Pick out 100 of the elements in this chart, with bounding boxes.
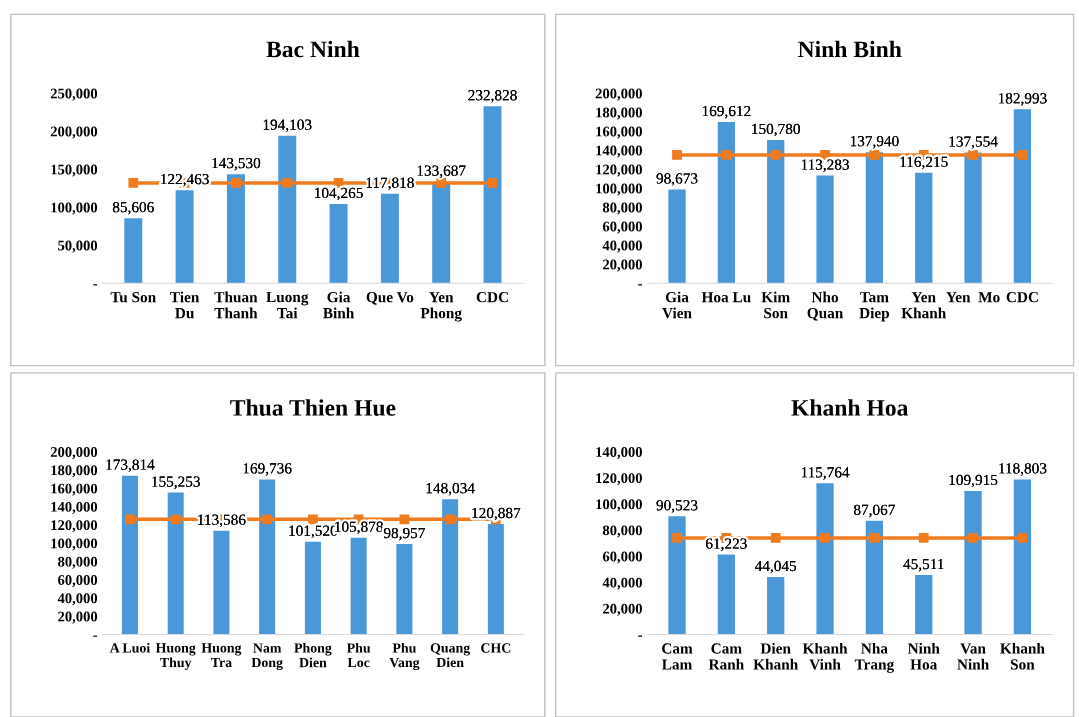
y-tick-label: 80,000: [58, 556, 98, 569]
y-tick-label: 140,000: [596, 145, 642, 158]
y-tick-label: 160,000: [596, 126, 642, 139]
x-tick-label: Yen Mo: [946, 292, 1000, 303]
x-tick-label: Dien Khanh: [753, 642, 798, 670]
data-label: 98,957: [383, 527, 425, 541]
chart-title: Bac Ninh: [266, 40, 360, 58]
data-label: 120,887: [472, 507, 521, 521]
y-tick-label: 60,000: [602, 221, 642, 234]
y-tick-label: 180,000: [596, 107, 642, 120]
data-label: 118,803: [999, 463, 1047, 476]
x-tick-label: Cam Ranh: [708, 643, 744, 670]
data-label: 137,554: [949, 136, 998, 149]
data-label: 194,103: [263, 119, 312, 133]
x-tick-label: Que Vo: [366, 292, 414, 305]
y-tick-label: 100,000: [596, 499, 642, 512]
y-tick-label: 200,000: [50, 126, 98, 139]
y-tick-label: 140,000: [51, 501, 98, 514]
x-tick-label: CHC: [481, 643, 511, 653]
y-tick-label: 40,000: [57, 593, 98, 606]
data-label: 137,940: [850, 135, 899, 149]
data-label: 182,993: [998, 93, 1047, 106]
x-tick-label: Yen Phong: [420, 292, 462, 322]
x-tick-label: Tam Diep: [859, 292, 890, 322]
y-tick-label: 80,000: [602, 525, 642, 538]
y-tick-label: 40,000: [602, 577, 642, 590]
data-label: 173,814: [106, 459, 155, 472]
data-label: 44,045: [754, 560, 797, 574]
x-tick-label: Luong Tai: [266, 292, 309, 319]
x-tick-label: Cam Lam: [661, 643, 693, 670]
y-tick-label: 120,000: [51, 520, 98, 533]
y-tick-label: 40,000: [602, 240, 642, 253]
data-label: 116,215: [900, 156, 948, 170]
data-label: 87,067: [853, 504, 895, 518]
y-tick-label: 200,000: [595, 88, 642, 101]
data-label: 148,034: [426, 483, 475, 496]
x-tick-label: Huong Thuy: [155, 643, 196, 671]
x-tick-label: Tu Son: [110, 292, 156, 303]
data-label: 169,736: [243, 463, 292, 476]
x-tick-label: Nam Dong: [251, 643, 283, 671]
y-tick-label: 20,000: [603, 259, 642, 272]
data-label: 109,915: [949, 474, 998, 488]
x-tick-label: Kim Son: [761, 291, 790, 319]
data-label: 155,253: [152, 476, 200, 489]
y-tick-label: 160,000: [51, 483, 98, 496]
data-label: 90,523: [656, 500, 698, 513]
x-tick-label: Gia Binh: [323, 291, 355, 319]
x-tick-label: A Luoi: [109, 642, 151, 653]
x-tick-label: Van Ninh: [957, 643, 989, 670]
chart-title: Thua Thien Hue: [230, 399, 396, 416]
y-tick-label: -: [93, 635, 98, 637]
data-label: 115,764: [801, 467, 850, 480]
x-tick-label: Gia Vien: [662, 291, 692, 319]
y-tick-label: 100,000: [51, 538, 98, 551]
y-tick-label: 120,000: [596, 473, 642, 486]
data-label: 45,511: [903, 558, 944, 572]
y-tick-label: 50,000: [58, 240, 98, 253]
x-tick-label: Nho Quan: [807, 291, 844, 321]
y-tick-label: 20,000: [58, 611, 98, 624]
data-label: 113,283: [801, 159, 849, 172]
data-label: 104,265: [315, 187, 363, 201]
y-tick-label: 120,000: [596, 164, 642, 177]
x-tick-label: Yen Khanh: [901, 292, 947, 319]
y-tick-label: 250,000: [50, 88, 98, 101]
data-label: 105,878: [335, 521, 383, 535]
x-tick-label: Khanh Son: [1000, 642, 1045, 670]
x-tick-label: Phu Vang: [389, 642, 420, 671]
data-label: 143,530: [212, 157, 261, 171]
chart-title: Ninh Binh: [797, 40, 902, 58]
y-tick-label: 100,000: [596, 183, 642, 196]
x-tick-label: Tien Du: [170, 291, 200, 319]
x-tick-label: Thuan Thanh: [214, 291, 258, 319]
y-tick-label: 60,000: [602, 551, 642, 564]
chart-title: Khanh Hoa: [791, 399, 909, 416]
x-tick-label: Quang Dien: [430, 643, 471, 668]
y-tick-label: 150,000: [51, 164, 98, 177]
y-tick-label: 20,000: [603, 603, 642, 616]
x-tick-label: Nha Trang: [854, 642, 895, 673]
y-tick-label: 180,000: [51, 465, 98, 478]
x-tick-label: CDC: [476, 292, 508, 303]
y-tick-label: 200,000: [50, 447, 98, 460]
data-label: 150,780: [752, 123, 800, 137]
data-label: 169,612: [702, 105, 751, 119]
x-tick-label: Khanh Vinh: [802, 642, 848, 670]
y-tick-label: 100,000: [51, 202, 98, 215]
x-tick-label: Phu Loc: [346, 642, 371, 668]
data-label: 133,687: [417, 165, 466, 178]
x-tick-label: Phong Dien: [294, 642, 332, 668]
x-tick-label: Huong Tra: [201, 643, 242, 668]
y-tick-label: -: [93, 284, 98, 286]
data-label: 232,828: [468, 90, 517, 103]
x-tick-label: Ninh Hoa: [907, 642, 940, 670]
data-label: 61,223: [706, 538, 747, 551]
data-label: 85,606: [112, 201, 154, 215]
y-tick-label: 60,000: [58, 575, 98, 588]
y-tick-label: 140,000: [596, 447, 642, 460]
x-tick-label: Hoa Lu: [701, 292, 751, 303]
y-tick-label: -: [638, 284, 643, 286]
y-tick-label: -: [638, 635, 643, 637]
y-tick-label: 80,000: [602, 202, 642, 215]
